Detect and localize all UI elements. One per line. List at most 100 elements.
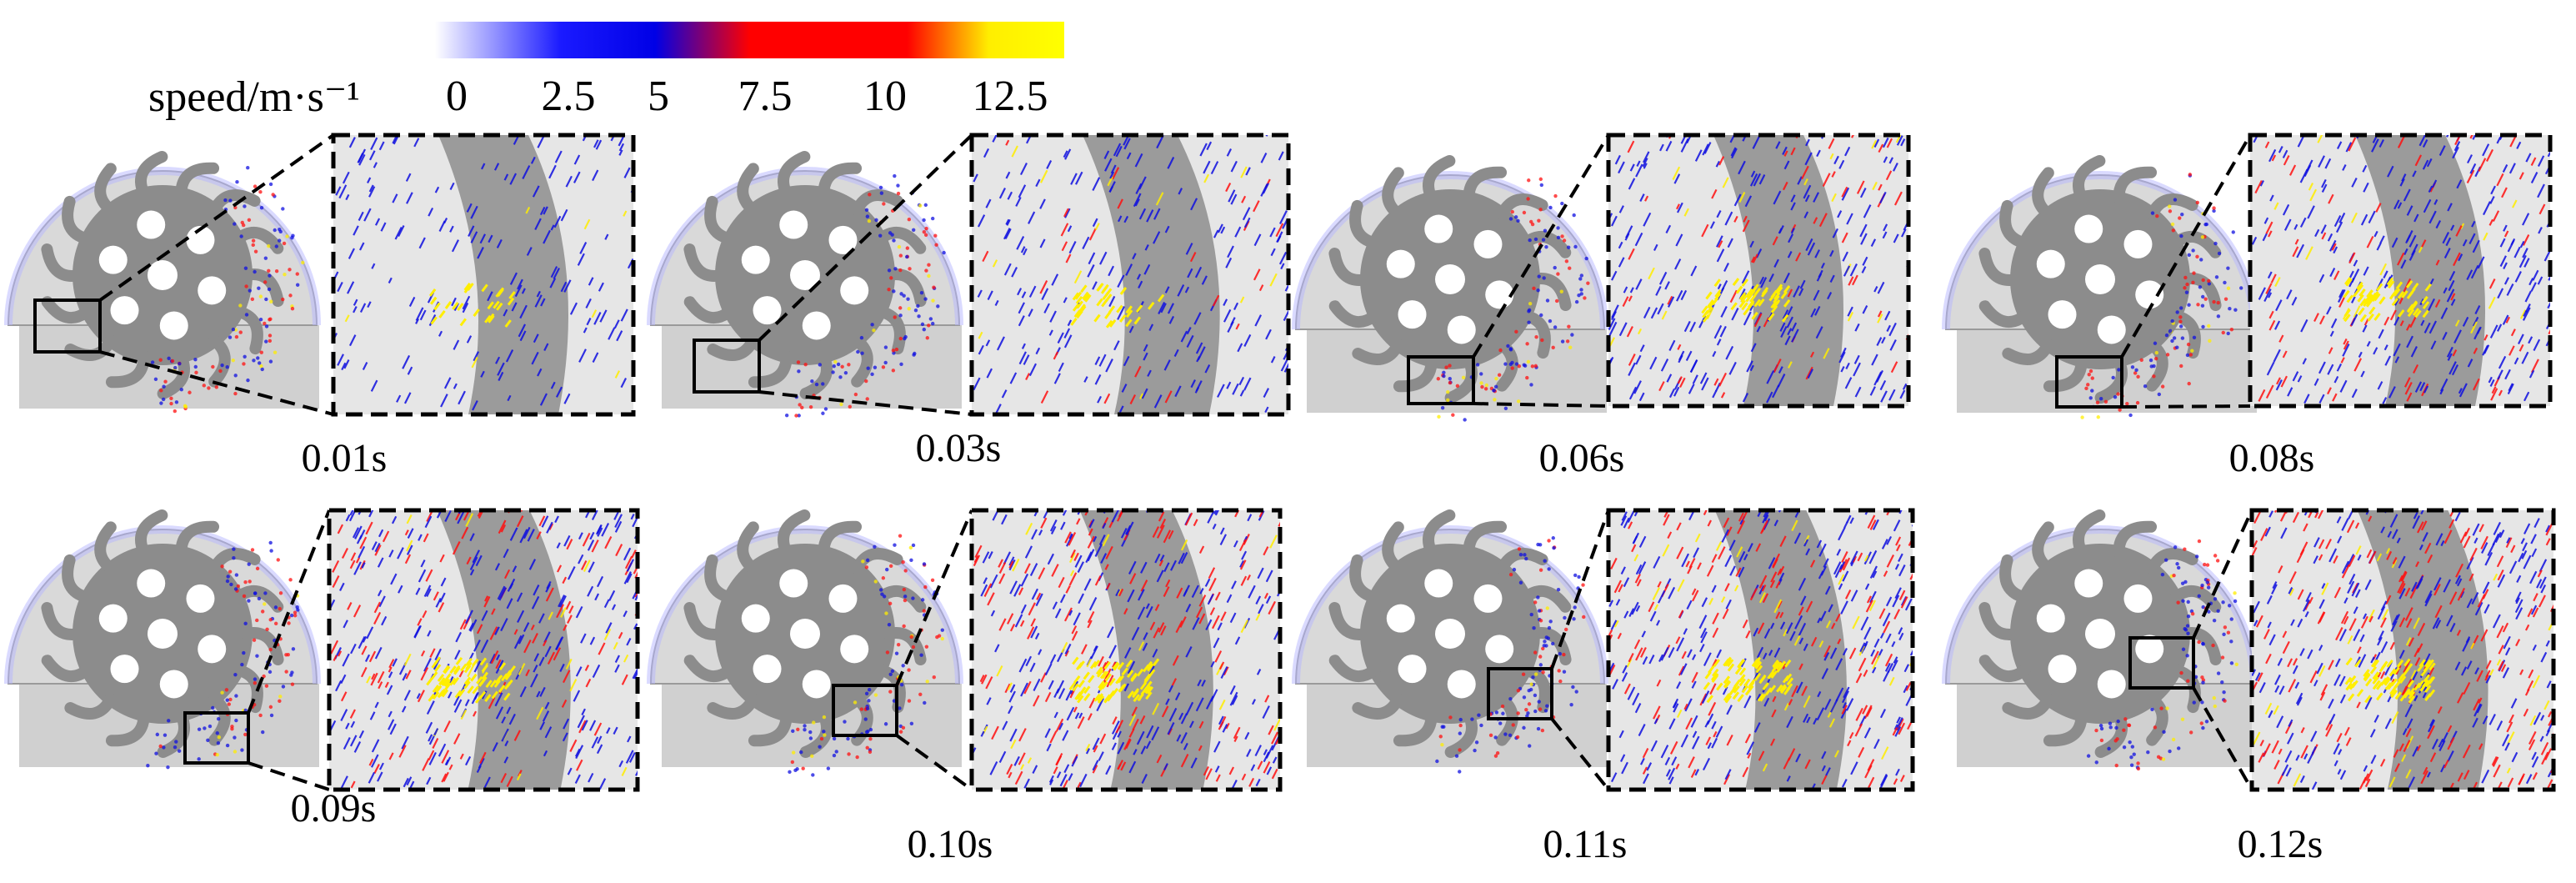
velocity-vector (2293, 773, 2302, 787)
hot-vector (1775, 286, 1783, 295)
velocity-vector (1658, 654, 1664, 662)
velocity-vector (366, 626, 374, 640)
particle (898, 306, 903, 310)
velocity-vector (1652, 587, 1661, 601)
velocity-vector (1694, 769, 1700, 776)
velocity-vector (507, 394, 512, 402)
velocity-vector (1197, 346, 1206, 361)
velocity-vector (432, 737, 439, 749)
particle (293, 614, 298, 618)
wheel-panel (647, 133, 1291, 418)
velocity-vector (1688, 384, 1695, 394)
particle (894, 651, 899, 655)
velocity-vector (2506, 537, 2511, 544)
zoom-selection-box (693, 339, 761, 394)
velocity-vector (417, 690, 425, 703)
velocity-vector (1797, 176, 1803, 185)
velocity-vector (2333, 586, 2342, 599)
velocity-vector (1676, 522, 1682, 531)
zoom-selection-box (832, 684, 898, 737)
velocity-vector (2537, 183, 2545, 198)
velocity-vector (518, 634, 525, 645)
velocity-vector (488, 234, 493, 243)
hot-vector (1703, 681, 1711, 690)
particle (2165, 706, 2169, 710)
velocity-vector (1137, 606, 1146, 620)
velocity-vector (2397, 580, 2405, 594)
disk-hole (802, 670, 831, 699)
blade (135, 151, 168, 200)
hot-vector (1738, 667, 1747, 676)
velocity-vector (545, 584, 551, 593)
velocity-vector (2387, 165, 2394, 178)
velocity-vector (1164, 286, 1170, 293)
velocity-vector (2390, 620, 2398, 632)
particle (1522, 725, 1526, 730)
velocity-vector (1092, 760, 1099, 771)
velocity-vector (1686, 600, 1693, 610)
hot-vector (1145, 691, 1153, 700)
velocity-vector (1283, 309, 1288, 322)
disk-hole (1386, 249, 1415, 278)
particle (832, 364, 836, 369)
velocity-vector (1822, 173, 1831, 188)
velocity-vector (982, 551, 990, 564)
velocity-vector (1870, 238, 1877, 248)
velocity-vector (457, 511, 465, 524)
velocity-vector (1008, 771, 1013, 779)
particle (2226, 286, 2231, 290)
velocity-vector (1840, 365, 1845, 373)
velocity-vector (1239, 389, 1245, 397)
velocity-vector (2316, 662, 2323, 675)
velocity-vector (1847, 311, 1854, 322)
velocity-vector (1614, 154, 1621, 165)
velocity-vector (1035, 178, 1041, 188)
particle (2153, 725, 2158, 730)
velocity-vector (2424, 593, 2433, 607)
velocity-vector (1092, 737, 1100, 750)
velocity-vector (1835, 613, 1841, 622)
velocity-vector (459, 619, 467, 630)
velocity-vector (1088, 697, 1096, 709)
velocity-vector (1094, 356, 1101, 365)
velocity-vector (349, 559, 356, 569)
blade (883, 268, 927, 307)
particle (146, 763, 150, 768)
velocity-vector (338, 184, 348, 199)
velocity-vector (2265, 653, 2272, 665)
velocity-vector (371, 263, 376, 269)
velocity-vector (349, 709, 356, 719)
particle (896, 642, 901, 647)
velocity-vector (388, 666, 393, 673)
particle (1564, 259, 1569, 263)
velocity-vector (1711, 188, 1718, 199)
particle (1454, 754, 1459, 758)
velocity-vector (1203, 765, 1209, 776)
particle (847, 363, 851, 367)
velocity-vector (1113, 340, 1120, 351)
particle (1444, 365, 1448, 369)
velocity-vector (1692, 735, 1700, 750)
velocity-vector (994, 644, 1000, 653)
velocity-vector (2288, 588, 2294, 596)
hot-vector (1074, 291, 1083, 300)
velocity-vector (2485, 148, 2494, 163)
velocity-vector (593, 139, 599, 148)
hot-vector (1125, 309, 1133, 319)
velocity-vector (1782, 309, 1789, 319)
velocity-vector (2523, 258, 2530, 268)
velocity-vector (350, 720, 356, 728)
velocity-vector (1628, 521, 1633, 529)
velocity-vector (2540, 741, 2549, 755)
particle (2157, 392, 2162, 397)
velocity-vector (348, 137, 356, 148)
velocity-vector (1716, 248, 1725, 263)
velocity-vector (1245, 167, 1251, 176)
velocity-vector (1750, 343, 1757, 353)
velocity-vector (508, 713, 516, 725)
velocity-vector (992, 510, 999, 521)
velocity-vector (332, 559, 340, 573)
velocity-vector (1842, 702, 1847, 709)
velocity-vector (2473, 781, 2478, 789)
velocity-vector (2414, 381, 2423, 393)
